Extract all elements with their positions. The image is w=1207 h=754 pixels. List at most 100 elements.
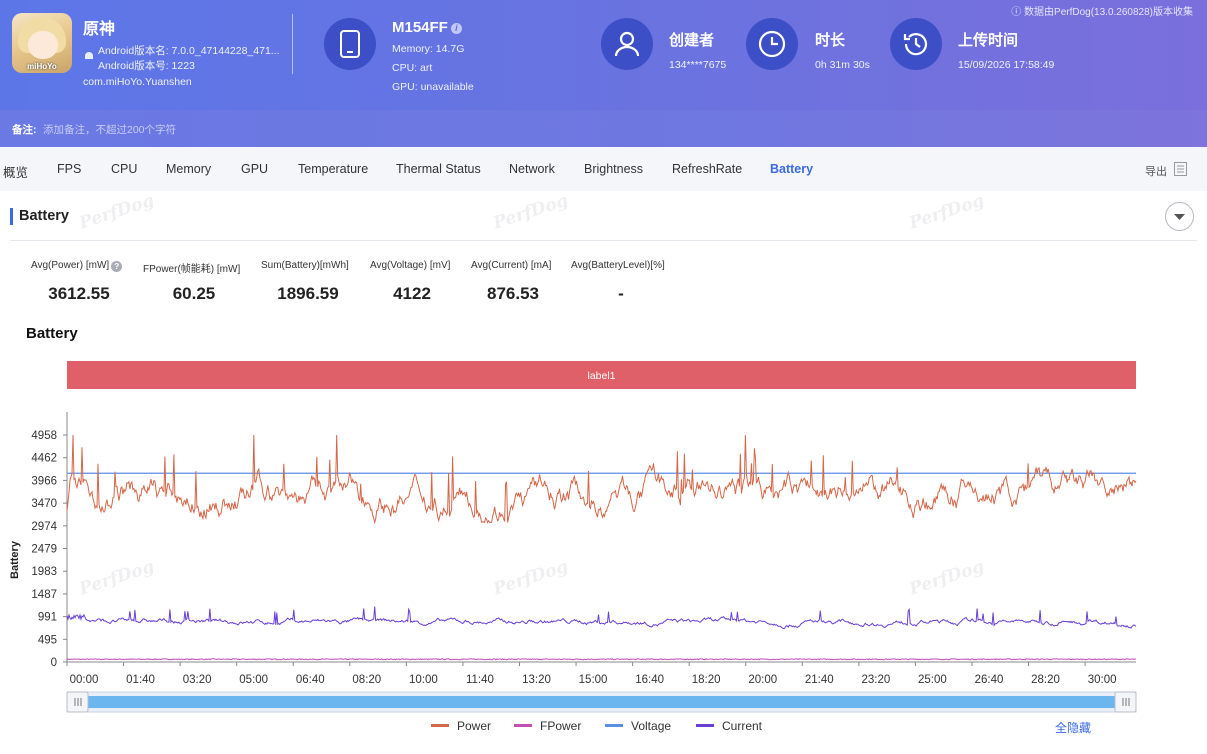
series-fpower xyxy=(66,658,1137,661)
x-tick-label: 21:40 xyxy=(805,674,834,686)
y-tick-label: 495 xyxy=(38,634,57,646)
collect-note: ⓘ 数据由PerfDog(13.0.260828)版本收集 xyxy=(1011,3,1193,18)
tab-overview[interactable]: 概览 xyxy=(3,166,29,180)
upload-value: 15/09/2026 17:58:49 xyxy=(958,59,1055,71)
app-version-code: Android版本号: 1223 xyxy=(98,60,195,72)
x-tick-label: 15:00 xyxy=(579,674,608,686)
metric-label-avg-battery-level: Avg(BatteryLevel)[%] xyxy=(571,260,665,271)
legend-label: Voltage xyxy=(631,719,672,733)
app-icon: miHoYo xyxy=(12,13,72,73)
tab-battery[interactable]: Battery xyxy=(770,162,814,176)
y-tick-label: 1487 xyxy=(31,589,57,601)
note-input[interactable]: 添加备注，不超过200个字符 xyxy=(43,124,177,136)
y-tick-label: 2479 xyxy=(31,544,57,556)
slider-selection xyxy=(77,696,1126,708)
x-tick-label: 05:00 xyxy=(239,674,268,686)
chevron-down-icon xyxy=(1174,214,1185,220)
y-tick-label: 4958 xyxy=(31,430,57,442)
app-icon-logo: miHoYo xyxy=(27,62,57,71)
android-icon xyxy=(85,52,93,59)
tab-cpu[interactable]: CPU xyxy=(111,162,138,176)
device-memory: Memory: 14.7G xyxy=(392,43,465,55)
device-cpu: CPU: art xyxy=(392,62,433,74)
hide-all-button[interactable]: 全隐藏 xyxy=(1055,721,1092,735)
legend-swatch xyxy=(605,724,623,727)
legend-power[interactable]: Power xyxy=(431,719,491,733)
note-bar: 备注: 添加备注，不超过200个字符 xyxy=(0,110,1207,147)
x-tick-label: 16:40 xyxy=(635,674,664,686)
legend-label: Power xyxy=(457,719,492,733)
tab-memory[interactable]: Memory xyxy=(166,162,212,176)
x-tick-label: 18:20 xyxy=(692,674,721,686)
x-tick-label: 11:40 xyxy=(466,674,494,686)
duration-value: 0h 31m 30s xyxy=(815,59,870,71)
y-tick-label: 3470 xyxy=(31,498,57,510)
legend-label: FPower xyxy=(540,719,582,733)
series-current xyxy=(66,606,1137,629)
device-model-text: M154FF xyxy=(392,19,448,36)
y-tick-label: 4462 xyxy=(31,453,57,465)
report-header: miHoYo 原神 Android版本名: 7.0.0_47144228_471… xyxy=(0,0,1207,110)
label-band xyxy=(67,361,1136,389)
legend-fpower[interactable]: FPower xyxy=(514,719,581,733)
tab-network[interactable]: Network xyxy=(509,162,555,176)
metric-label-text: Avg(Power) [mW] xyxy=(31,260,110,271)
label-band-group: label1 xyxy=(67,361,1136,389)
x-tick-label: 20:00 xyxy=(748,674,777,686)
x-tick-label: 03:20 xyxy=(183,674,212,686)
metric-value-sum-battery: 1896.59 xyxy=(277,284,339,303)
tab-thermal-status[interactable]: Thermal Status xyxy=(396,162,481,176)
legend-current[interactable]: Current xyxy=(696,719,762,733)
section-title: Battery xyxy=(19,208,69,224)
metric-value-avg-voltage: 4122 xyxy=(393,284,431,303)
device-gpu: GPU: unavailable xyxy=(392,81,474,93)
metric-value-avg-battery-level: - xyxy=(618,284,624,303)
metric-label-avg-power: Avg(Power) [mW]? xyxy=(31,260,123,272)
tab-gpu[interactable]: GPU xyxy=(241,162,269,176)
y-tick-label: 991 xyxy=(38,612,57,624)
metric-label-avg-voltage: Avg(Voltage) [mV] xyxy=(370,260,451,271)
creator-value: 134****7675 xyxy=(669,59,727,71)
metric-label-avg-current: Avg(Current) [mA] xyxy=(471,260,552,271)
info-icon[interactable]: i xyxy=(450,23,462,34)
legend-voltage[interactable]: Voltage xyxy=(605,719,671,733)
y-tick-label: 1983 xyxy=(31,566,57,578)
metric-label-sum-battery: Sum(Battery)[mWh] xyxy=(261,260,349,271)
x-tick-label: 01:40 xyxy=(126,674,155,686)
y-tick-label: 3966 xyxy=(31,475,57,487)
export-button[interactable]: 导出 xyxy=(1145,166,1167,178)
duration-title: 时长 xyxy=(815,32,846,49)
x-tick-label: 13:20 xyxy=(522,674,551,686)
metric-tabs: 概览 FPS CPU Memory GPU Temperature Therma… xyxy=(0,147,1207,191)
phone-icon xyxy=(324,18,376,70)
chart-lines xyxy=(66,434,1137,661)
section-divider xyxy=(10,240,1197,241)
x-tick-label: 28:20 xyxy=(1031,674,1060,686)
collect-info-icon: ⓘ xyxy=(1011,7,1025,18)
tab-refreshrate[interactable]: RefreshRate xyxy=(672,162,743,176)
metric-value-avg-current: 876.53 xyxy=(487,284,539,303)
metric-value-fpower: 60.25 xyxy=(172,284,216,303)
history-icon xyxy=(890,18,942,70)
x-tick-label: 00:00 xyxy=(70,674,99,686)
creator-title: 创建者 xyxy=(669,32,715,49)
tab-brightness[interactable]: Brightness xyxy=(584,162,644,176)
section-accent xyxy=(10,208,13,225)
y-axis-title: Battery xyxy=(9,540,21,579)
range-slider[interactable] xyxy=(66,691,1137,713)
legend-swatch xyxy=(431,724,449,727)
collapse-button[interactable] xyxy=(1165,202,1194,231)
tab-fps[interactable]: FPS xyxy=(57,162,82,176)
metric-label-fpower: FPower(帧能耗) [mW] xyxy=(143,264,241,275)
legend-swatch xyxy=(696,724,714,727)
help-icon[interactable]: ? xyxy=(111,261,123,272)
device-model: M154FF i xyxy=(392,19,462,36)
legend-swatch xyxy=(514,724,532,727)
x-tick-label: 25:00 xyxy=(918,674,947,686)
app-package: com.miHoYo.Yuanshen xyxy=(83,76,192,88)
export-icon[interactable] xyxy=(1174,162,1187,176)
user-icon xyxy=(601,18,653,70)
label-band-text: label1 xyxy=(587,370,615,382)
tab-temperature[interactable]: Temperature xyxy=(298,162,369,176)
